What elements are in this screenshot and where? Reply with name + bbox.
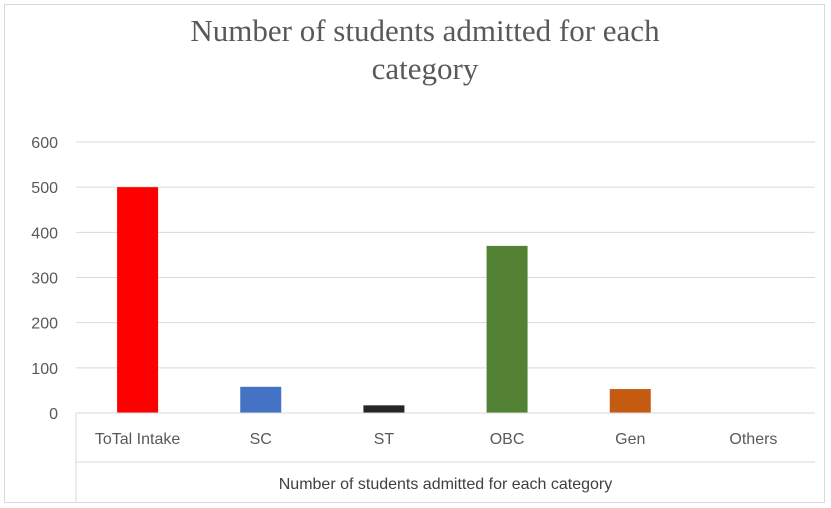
y-tick-label: 600: [31, 135, 58, 152]
bar-gen: [609, 389, 651, 413]
category-label: ST: [374, 431, 395, 448]
bar-sc: [240, 386, 282, 413]
y-tick-label: 200: [31, 316, 58, 333]
category-label: ToTal Intake: [95, 431, 180, 448]
bar-st: [363, 405, 405, 413]
chart-title: Number of students admitted for each cat…: [190, 13, 660, 86]
category-label: SC: [250, 431, 272, 448]
category-axis: ToTal Intake SC ST OBC Gen Others: [75, 412, 815, 503]
category-label: Gen: [615, 431, 645, 448]
x-axis-label: Number of students admitted for each cat…: [279, 476, 613, 493]
y-tick-label: 300: [31, 271, 58, 288]
bar-obc: [486, 245, 528, 413]
bar-total-intake: [117, 187, 159, 413]
y-axis-ticks: 0 100 200 300 400 500 600: [31, 135, 58, 423]
y-tick-label: 0: [49, 406, 58, 423]
y-tick-label: 400: [31, 225, 58, 242]
gridlines: [76, 141, 815, 414]
category-label: OBC: [490, 431, 525, 448]
category-label: Others: [729, 431, 777, 448]
y-tick-label: 500: [31, 180, 58, 197]
bars: [117, 187, 651, 413]
y-tick-label: 100: [31, 361, 58, 378]
